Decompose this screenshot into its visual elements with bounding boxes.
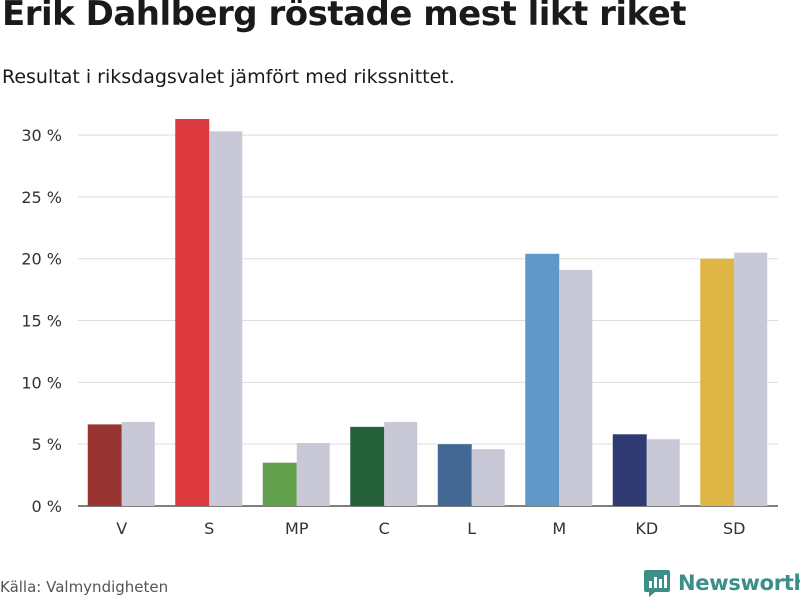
x-tick-label: KD	[635, 519, 658, 538]
bar-kd	[612, 434, 647, 506]
y-tick-label: 25 %	[21, 188, 62, 207]
y-tick-label: 30 %	[21, 126, 62, 145]
bar-mp	[262, 462, 297, 506]
brand-logo: Newsworthy	[643, 568, 800, 598]
bar-sd-comparison	[734, 252, 768, 506]
bar-kd-comparison	[646, 439, 680, 506]
bar-l	[437, 444, 472, 506]
newsworthy-logo-icon	[644, 570, 670, 597]
x-tick-label: V	[116, 519, 127, 538]
x-tick-label: SD	[723, 519, 745, 538]
x-tick-label: MP	[285, 519, 309, 538]
bar-l-comparison	[471, 449, 505, 506]
bar-m-comparison	[559, 269, 593, 506]
source-note: Källa: Valmyndigheten	[0, 578, 169, 596]
bar-v-comparison	[121, 421, 155, 506]
bar-c	[350, 426, 385, 506]
bar-m	[525, 253, 560, 506]
y-tick-label: 10 %	[21, 373, 62, 392]
bar-c-comparison	[384, 421, 418, 506]
x-tick-label: M	[552, 519, 566, 538]
x-tick-label: S	[204, 519, 214, 538]
chart-subtitle: Resultat i riksdagsvalet jämfört med rik…	[2, 66, 455, 88]
x-tick-label: C	[379, 519, 390, 538]
y-tick-label: 5 %	[32, 435, 62, 454]
y-tick-label: 15 %	[21, 312, 62, 331]
bar-s	[175, 119, 210, 506]
bar-s-comparison	[209, 131, 243, 506]
bar-v	[87, 424, 122, 506]
y-tick-label: 20 %	[21, 250, 62, 269]
chart-title: Erik Dahlberg röstade mest likt riket	[2, 0, 687, 34]
bar-chart: 0 % 5 % 10 % 15 % 20 % 25 % 30 % V S MP C L M KD SD	[21, 119, 778, 538]
bar-sd	[700, 258, 735, 506]
brand-name: Newsworthy	[678, 571, 800, 595]
y-tick-label: 0 %	[32, 497, 62, 516]
bar-mp-comparison	[296, 442, 330, 506]
x-tick-label: L	[467, 519, 476, 538]
